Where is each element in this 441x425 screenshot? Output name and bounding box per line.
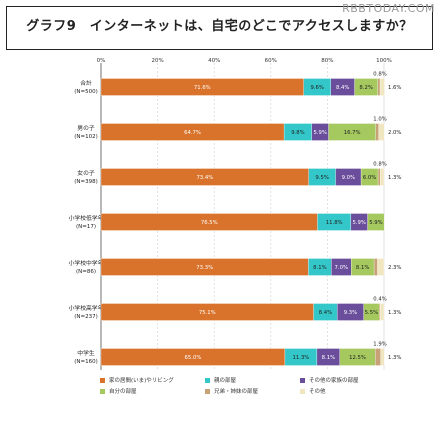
- legend-label: 兄弟・姉妹の部屋: [214, 389, 259, 395]
- legend-swatch: [300, 389, 305, 394]
- data-label: 8.1%: [322, 355, 335, 361]
- category-label: 男の子: [77, 125, 95, 132]
- category-label: 合計: [80, 79, 92, 87]
- data-label: 1.0%: [373, 117, 386, 123]
- data-label: 73.3%: [196, 265, 213, 271]
- bar-segment: [377, 78, 381, 96]
- x-tick-label: 100%: [376, 58, 392, 64]
- bar-segment: [377, 258, 385, 276]
- data-label: 71.6%: [194, 85, 211, 91]
- bar-segment: [380, 348, 385, 366]
- legend-item: 親の部屋: [205, 376, 236, 384]
- legend-label: 家の居間(いま)やリビング: [109, 378, 174, 384]
- data-label: 9.6%: [310, 85, 323, 91]
- category-sub-label: (N=102): [74, 134, 98, 140]
- chart-title: グラフ9 インターネットは、自宅のどこでアクセスしますか？: [26, 19, 413, 34]
- category-sub-label: (N=500): [74, 89, 98, 95]
- legend-swatch: [205, 389, 210, 394]
- legend-label: その他: [309, 389, 326, 395]
- data-label: 11.3%: [293, 355, 310, 361]
- data-label: 75.1%: [199, 310, 216, 316]
- legend-item: 家の居間(いま)やリビング: [100, 376, 174, 384]
- data-label: 1.3%: [388, 355, 401, 361]
- category-sub-label: (N=17): [76, 224, 96, 230]
- data-label: 73.4%: [196, 175, 213, 181]
- data-label: 2.0%: [388, 130, 401, 136]
- data-label: 0.8%: [373, 162, 386, 168]
- bar-segment: [379, 78, 385, 96]
- category-label: 小学校高学年: [69, 304, 104, 312]
- bar-segment: [375, 348, 381, 366]
- data-label: 64.7%: [184, 130, 201, 136]
- category-sub-label: (N=160): [74, 359, 98, 365]
- x-tick-label: 80%: [321, 58, 333, 64]
- data-label: 9.3%: [344, 310, 357, 316]
- data-label: 0.8%: [373, 72, 386, 78]
- bar-segment: [367, 213, 385, 231]
- data-label: 11.8%: [326, 220, 343, 226]
- data-label: 1.6%: [388, 85, 401, 91]
- data-label: 65.0%: [185, 355, 202, 361]
- bar-segment: [380, 168, 385, 186]
- data-label: 1.3%: [388, 310, 401, 316]
- x-tick-label: 0%: [97, 58, 106, 64]
- legend-swatch: [100, 389, 105, 394]
- data-label: 9.8%: [291, 130, 304, 136]
- legend-label: 自分の部屋: [109, 389, 137, 395]
- legend-item: その他の家族の部屋: [300, 376, 359, 384]
- data-label: 8.4%: [319, 310, 332, 316]
- data-label: 16.7%: [344, 130, 361, 136]
- data-label: 6.0%: [363, 175, 376, 181]
- legend-swatch: [300, 378, 305, 383]
- data-label: 5.9%: [369, 220, 382, 226]
- chart-title-box: グラフ9 インターネットは、自宅のどこでアクセスしますか？: [6, 6, 433, 50]
- bar-segment: [379, 303, 381, 321]
- data-label: 7.0%: [335, 265, 348, 271]
- bar-segment: [377, 168, 381, 186]
- data-label: 8.4%: [336, 85, 349, 91]
- x-tick-label: 40%: [208, 58, 220, 64]
- watermark: RBBTODAY.COM: [342, 2, 435, 15]
- category-label: 小学校中学年: [69, 259, 104, 267]
- data-label: 8.2%: [359, 85, 372, 91]
- bar-segment: [378, 123, 385, 141]
- legend-label: その他の家族の部屋: [309, 378, 359, 384]
- data-label: 76.5%: [201, 220, 218, 226]
- legend-swatch: [205, 378, 210, 383]
- data-label: 5.5%: [365, 310, 378, 316]
- data-label: 9.5%: [315, 175, 328, 181]
- data-label: 1.3%: [388, 175, 401, 181]
- category-label: 小学校低学年: [69, 214, 104, 222]
- legend-label: 親の部屋: [214, 378, 237, 384]
- x-tick-label: 60%: [265, 58, 277, 64]
- category-sub-label: (N=237): [74, 314, 98, 320]
- legend-item: 兄弟・姉妹の部屋: [205, 387, 258, 395]
- data-label: 1.9%: [373, 342, 386, 348]
- legend-item: 自分の部屋: [100, 387, 137, 395]
- legend-swatch: [100, 378, 105, 383]
- bar-segment: [373, 258, 378, 276]
- x-tick-label: 20%: [151, 58, 163, 64]
- data-label: 12.5%: [349, 355, 366, 361]
- stacked-bar-chart: 0% 20% 40% 60% 80% 100% 合計 (N=500) 71.6% 9.6% 8.4%…: [69, 58, 401, 370]
- data-label: 5.9%: [313, 130, 326, 136]
- bar-segment: [375, 123, 379, 141]
- data-label: 8.1%: [356, 265, 369, 271]
- category-label: 女の子: [77, 169, 95, 177]
- category-sub-label: (N=86): [76, 269, 96, 275]
- data-label: 0.4%: [373, 297, 386, 303]
- category-sub-label: (N=398): [74, 179, 98, 185]
- data-label: 5.9%: [353, 220, 366, 226]
- legend-item: その他: [300, 387, 326, 395]
- data-label: 9.0%: [342, 175, 355, 181]
- category-label: 中学生: [77, 349, 95, 357]
- data-label: 2.3%: [388, 265, 401, 271]
- data-label: 8.1%: [313, 265, 326, 271]
- bar-segment: [380, 303, 385, 321]
